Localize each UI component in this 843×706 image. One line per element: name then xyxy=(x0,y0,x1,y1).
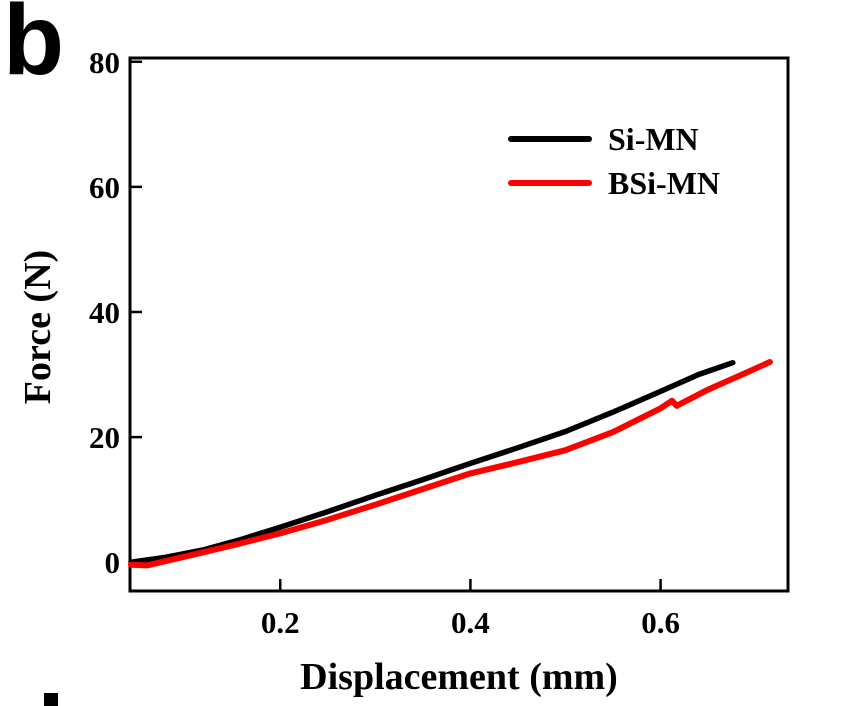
y-tick-label: 0 xyxy=(105,545,121,580)
series-line-si-mn xyxy=(128,359,736,565)
series-line-bsi-mn xyxy=(128,359,773,569)
x-tick-label: 0.4 xyxy=(451,605,490,640)
x-axis-title: Displacement (mm) xyxy=(300,656,618,698)
next-panel-partial-glyph xyxy=(44,693,58,706)
bsi-mn-line-swatch xyxy=(508,180,592,186)
legend-label-si-mn: Si-MN xyxy=(608,121,699,157)
legend-label-bsi-mn: BSi-MN xyxy=(608,165,720,201)
y-tick-label: 40 xyxy=(89,295,120,330)
si-mn-line-swatch xyxy=(508,136,592,142)
y-axis-title: Force (N) xyxy=(17,249,59,405)
axis-box xyxy=(128,56,790,593)
legend-item-bsi-mn: BSi-MN xyxy=(508,161,720,205)
y-tick-label: 80 xyxy=(89,45,120,80)
x-tick-label: 0.2 xyxy=(261,605,300,640)
x-tick-label: 0.6 xyxy=(641,605,680,640)
y-tick-label: 20 xyxy=(89,420,120,455)
y-tick-label: 60 xyxy=(89,170,120,205)
chart-legend: Si-MN BSi-MN xyxy=(508,117,720,205)
panel-label: b xyxy=(3,0,65,96)
legend-item-si-mn: Si-MN xyxy=(508,117,720,161)
